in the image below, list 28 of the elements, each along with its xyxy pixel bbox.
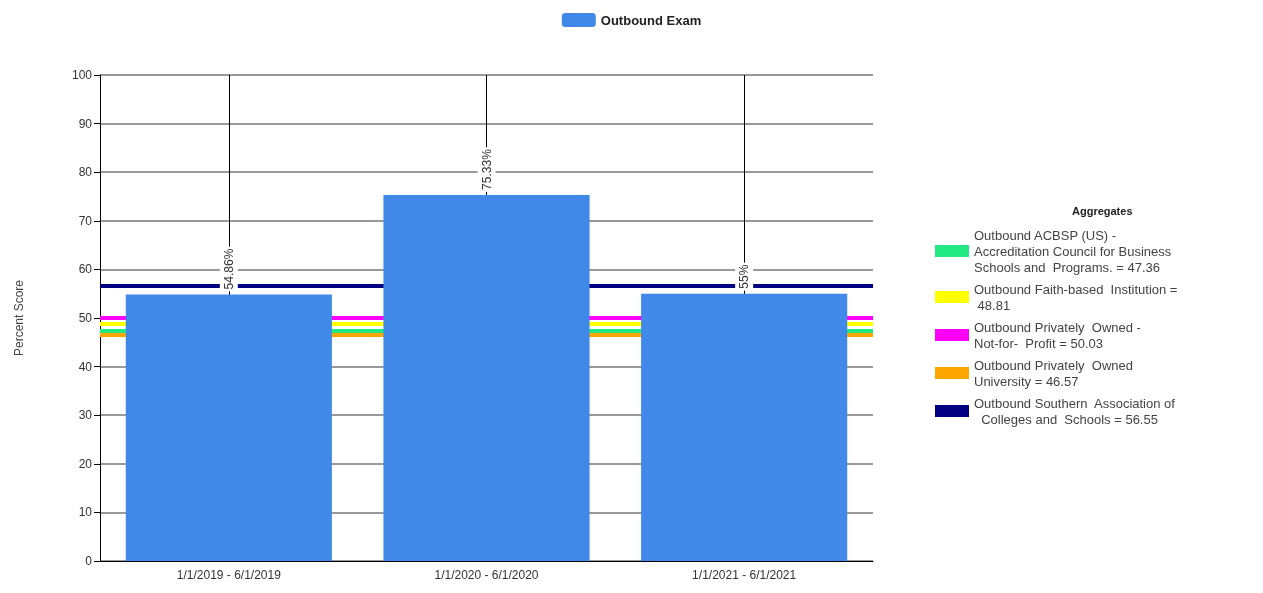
y-tick-label: 90 bbox=[78, 116, 93, 131]
legend-label: Outbound Southern Association of Colleges and Schools = 56.55 bbox=[974, 395, 1176, 427]
x-tick-label: 1/1/2020 - 6/1/2020 bbox=[434, 568, 539, 582]
data-label: 55% bbox=[737, 264, 752, 289]
y-tick-label: 10 bbox=[78, 505, 93, 520]
x-tick-label: 1/1/2021 - 6/1/2021 bbox=[692, 568, 797, 582]
y-axis-title: Percent Score bbox=[12, 279, 26, 357]
bar bbox=[383, 194, 590, 561]
bar bbox=[125, 294, 332, 561]
y-tick-label: 100 bbox=[71, 68, 93, 82]
y-tick-label: 20 bbox=[78, 456, 93, 471]
data-label: 54.86% bbox=[221, 248, 236, 290]
x-tick-label: 1/1/2019 - 6/1/2019 bbox=[176, 568, 282, 582]
y-tick-label: 40 bbox=[78, 359, 93, 374]
legend-label: Outbound Privately Owned - Not-for- Profit = 50.03 bbox=[974, 319, 1149, 351]
y-tick-label: 60 bbox=[78, 262, 93, 277]
y-tick-label: 0 bbox=[85, 554, 93, 568]
bar bbox=[641, 293, 848, 561]
data-label: 75.33% bbox=[479, 148, 494, 190]
y-tick-label: 80 bbox=[78, 165, 93, 180]
legend-label: Outbound Privately Owned University = 46.57 bbox=[974, 357, 1137, 389]
legend-label: Outbound ACBSP (US) - Accreditation Council for Business Schools and Programs. = 47.36 bbox=[974, 227, 1179, 275]
legend-label: Outbound Exam bbox=[600, 12, 702, 28]
y-tick-label: 30 bbox=[78, 408, 93, 423]
legend-label: Outbound Faith-based Institution = 48.81 bbox=[974, 281, 1178, 313]
legend-title: Aggregates bbox=[1072, 204, 1133, 217]
y-tick-label: 70 bbox=[78, 213, 93, 228]
y-tick-label: 50 bbox=[78, 311, 93, 325]
